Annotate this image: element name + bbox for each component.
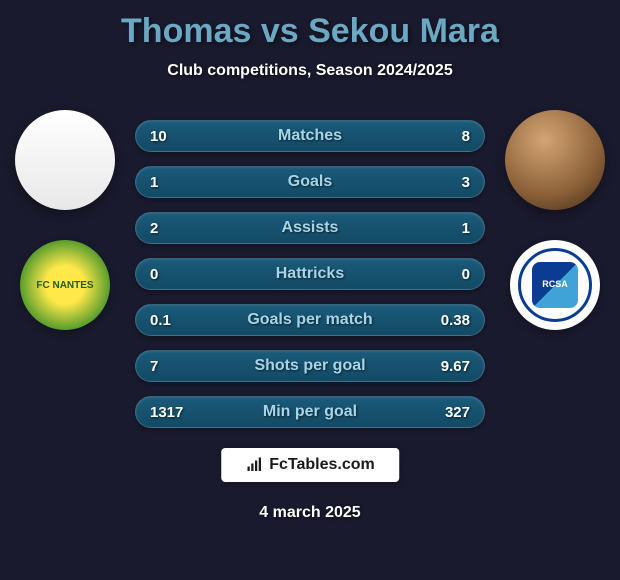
stat-right: 9.67: [430, 358, 470, 375]
stat-row: 7 Shots per goal 9.67: [135, 350, 485, 382]
club-badge-right-label: RCSA: [542, 280, 568, 290]
footer-label: FcTables.com: [269, 456, 375, 474]
club-badge-right-inner: RCSA: [532, 262, 578, 308]
stat-right: 327: [430, 404, 470, 421]
footer-badge[interactable]: FcTables.com: [221, 448, 399, 482]
stat-row: 0.1 Goals per match 0.38: [135, 304, 485, 336]
stats-table: 10 Matches 8 1 Goals 3 2 Assists 1 0 Hat…: [135, 120, 485, 428]
stat-row: 1 Goals 3: [135, 166, 485, 198]
stat-right: 8: [430, 128, 470, 145]
player-photo-right: [505, 110, 605, 210]
date: 4 march 2025: [0, 504, 620, 522]
right-column: RCSA: [500, 110, 610, 330]
page-title: Thomas vs Sekou Mara: [0, 12, 620, 51]
stat-right: 3: [430, 174, 470, 191]
player-photo-left: [15, 110, 115, 210]
stat-right: 0.38: [430, 312, 470, 329]
chart-icon: [245, 456, 263, 474]
club-badge-left: FC NANTES: [20, 240, 110, 330]
stat-row: 0 Hattricks 0: [135, 258, 485, 290]
stat-row: 1317 Min per goal 327: [135, 396, 485, 428]
club-badge-left-label: FC NANTES: [36, 280, 93, 291]
stat-row: 10 Matches 8: [135, 120, 485, 152]
stat-row: 2 Assists 1: [135, 212, 485, 244]
stat-right: 1: [430, 220, 470, 237]
stat-right: 0: [430, 266, 470, 283]
club-badge-right: RCSA: [510, 240, 600, 330]
left-column: FC NANTES: [10, 110, 120, 330]
subtitle: Club competitions, Season 2024/2025: [0, 62, 620, 80]
